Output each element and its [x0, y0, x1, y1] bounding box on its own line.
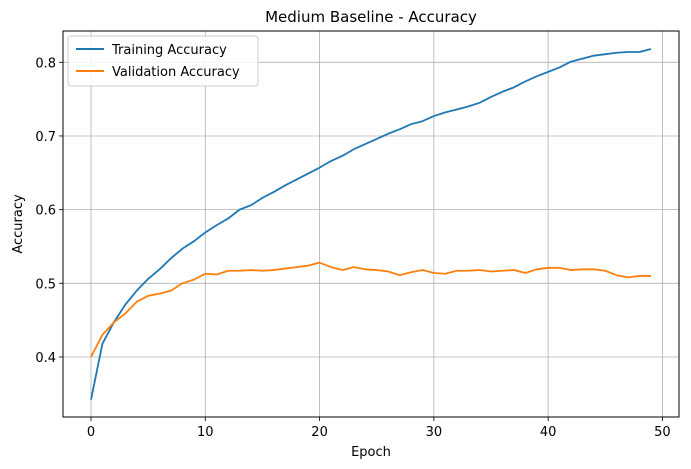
y-tick-label: 0.5: [35, 277, 56, 292]
grid-lines: [63, 31, 679, 417]
x-tick-label: 10: [197, 425, 214, 440]
x-tick-label: 0: [87, 425, 95, 440]
chart-title: Medium Baseline - Accuracy: [265, 8, 477, 26]
y-tick-label: 0.7: [35, 130, 56, 145]
y-axis-label: Accuracy: [11, 194, 26, 254]
axis-ticks: 0 10 20 30 40 50 0.4 0.5 0.6 0.7 0.8: [35, 56, 670, 440]
legend-label-training: Training Accuracy: [111, 43, 227, 58]
validation-accuracy-line: [90, 261, 651, 358]
legend: Training Accuracy Validation Accuracy: [67, 35, 259, 87]
x-tick-label: 50: [654, 425, 671, 440]
y-tick-label: 0.8: [35, 56, 56, 71]
legend-box: [67, 35, 259, 87]
y-tick-label: 0.4: [35, 351, 56, 366]
training-accuracy-line: [90, 48, 652, 400]
x-tick-label: 30: [426, 425, 443, 440]
x-axis-label: Epoch: [351, 445, 391, 460]
y-tick-label: 0.6: [35, 204, 56, 219]
legend-label-validation: Validation Accuracy: [112, 65, 240, 80]
x-tick-label: 40: [540, 425, 557, 440]
x-tick-label: 20: [311, 425, 328, 440]
plot-series: [90, 48, 652, 400]
plot-frame: [62, 30, 680, 418]
